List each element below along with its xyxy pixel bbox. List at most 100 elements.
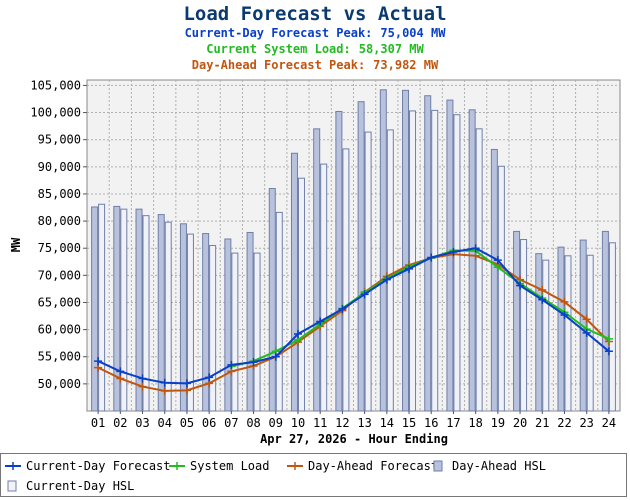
legend-item-current-day-hsl: Current-Day HSL [5,479,134,493]
current-day-hsl-bar [164,221,172,412]
current-day-hsl-bar [120,208,128,412]
y-tick-label: 60,000 [38,323,81,337]
day-ahead-hsl-bar [179,223,187,412]
current-day-hsl-bar [253,252,261,412]
day-ahead-hsl-bar [224,238,232,412]
legend-label: Current-Day HSL [26,479,135,493]
current-day-forecast-peak-value: 75,004 MW [380,26,446,40]
current-day-hsl-bar [453,114,461,412]
current-day-forecast-peak: Current-Day Forecast Peak: 75,004 MW [185,26,447,40]
current-day-forecast-point [160,378,169,387]
y-tick-label: 50,000 [38,377,81,391]
day-ahead-hsl-bar [535,253,543,412]
system-load-swatch [169,462,185,470]
current-day-forecast-peak-label: Current-Day Forecast Peak: [185,26,373,40]
x-tick-label: 02 [113,416,127,430]
y-tick-label: 100,000 [30,106,81,120]
x-tick-label: 19 [491,416,505,430]
current-day-hsl-bar [431,109,439,412]
day-ahead-hsl-bar [490,148,498,412]
x-tick-label: 09 [269,416,283,430]
x-tick-label: 18 [468,416,482,430]
x-axis-ticks: 01 02 03 04 05 06 07 08 09 10 11 12 13 14 15 16 17 18 19 20… [91,411,616,430]
legend-label: Current-Day Forecast [26,459,171,473]
day-ahead-hsl-bar [157,214,165,412]
day-ahead-hsl-bar [135,208,143,412]
system-load-point [604,334,613,343]
legend-item-system-load: System Load [169,459,269,473]
current-day-forecast-point [316,317,325,326]
x-tick-label: 17 [446,416,460,430]
current-day-forecast-point [249,358,258,367]
legend-item-day-ahead-hsl: Day-Ahead HSL [431,459,546,473]
x-tick-label: 12 [335,416,349,430]
current-day-hsl-bar [475,128,483,412]
day-ahead-hsl-bar [202,233,210,412]
current-day-forecast-point [538,295,547,304]
day-ahead-hsl-bar [468,109,476,412]
current-day-forecast-point [293,329,302,338]
x-tick-label: 15 [402,416,416,430]
legend-item-day-ahead-forecast: Day-Ahead Forecast [287,459,438,473]
day-ahead-forecast-point [182,386,191,395]
current-day-hsl-bar [98,203,106,412]
day-ahead-forecast-peak: Day-Ahead Forecast Peak: 73,982 MW [192,58,439,72]
y-axis-ticks: 50,000 55,000 60,000 65,000 70,000 75,000 80,0… [30,78,87,391]
day-ahead-forecast-point [160,386,169,395]
y-tick-label: 65,000 [38,295,81,309]
day-ahead-hsl-swatch [433,460,443,472]
current-day-hsl-bar [231,252,239,412]
day-ahead-hsl-bar [357,101,365,412]
grid [87,80,620,411]
day-ahead-hsl-bar [402,89,410,412]
current-day-forecast-point [560,310,569,319]
x-tick-label: 14 [380,416,394,430]
y-tick-label: 85,000 [38,187,81,201]
current-day-forecast-point [338,304,347,313]
current-day-hsl-swatch [7,480,17,492]
y-tick-label: 90,000 [38,160,81,174]
x-tick-label: 24 [602,416,616,430]
x-tick-label: 23 [579,416,593,430]
day-ahead-hsl-bar [113,205,121,412]
current-system-load-label: Current System Load: [206,42,351,56]
current-day-hsl-bar [186,233,194,412]
current-day-forecast-point [516,281,525,290]
current-day-hsl-bar [520,239,528,412]
day-ahead-hsl-bar [91,206,99,412]
current-day-forecast-point [471,244,480,253]
x-tick-label: 20 [513,416,527,430]
x-tick-label: 06 [202,416,216,430]
day-ahead-forecast-point [116,374,125,383]
current-day-forecast-point [427,253,436,262]
current-day-forecast-point [493,256,502,265]
day-ahead-forecast-point [138,382,147,391]
current-day-forecast-point [449,248,458,257]
x-tick-label: 10 [291,416,305,430]
x-axis-label: Apr 27, 2026 - Hour Ending [260,432,448,446]
current-day-hsl-bar [409,110,417,412]
y-axis-label: MW [9,237,23,252]
y-tick-label: 105,000 [30,78,81,92]
current-day-hsl-bar [497,165,505,412]
legend-label: System Load [190,459,270,473]
current-day-hsl-bar [564,255,572,412]
day-ahead-forecast-peak-value: 73,982 MW [373,58,439,72]
day-ahead-hsl-bar [601,230,609,412]
y-tick-label: 95,000 [38,133,81,147]
day-ahead-forecast-swatch [287,462,303,470]
x-tick-label: 08 [246,416,260,430]
chart-title: Load Forecast vs Actual [183,3,446,25]
day-ahead-hsl-bar [290,152,298,412]
y-tick-label: 55,000 [38,350,81,364]
legend-item-current-day-forecast: Current-Day Forecast [5,459,171,473]
current-day-forecast-point [604,347,613,356]
current-day-forecast-point [227,360,236,369]
current-day-hsl-bar [320,163,328,412]
x-tick-label: 16 [424,416,438,430]
current-day-hsl-bar [297,177,305,412]
current-day-forecast-point [382,275,391,284]
chart: Load Forecast vs Actual Current-Day Fore… [9,3,621,446]
current-day-forecast-swatch [5,462,21,470]
day-ahead-forecast-peak-label: Day-Ahead Forecast Peak: [192,58,365,72]
